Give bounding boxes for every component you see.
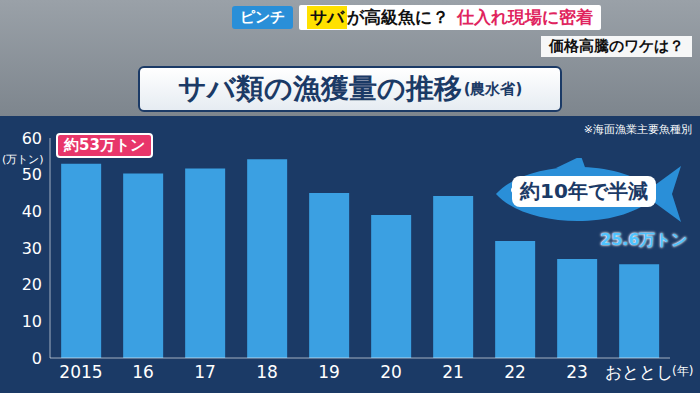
html-text:サバ類の漁獲量の推移(農水省): サバ類の漁獲量の推移(農水省) (177, 72, 523, 105)
svg-text:19: 19 (318, 362, 340, 382)
html-text:ピンチ: ピンチ (240, 7, 285, 26)
html-text:仕入れ現場に密着: 仕入れ現場に密着 (457, 6, 593, 27)
svg-text:30: 30 (22, 239, 42, 258)
html-text:サバ が高級魚に？: サバ が高級魚に？ (310, 6, 449, 27)
svg-text:20: 20 (380, 362, 402, 382)
html-text:(年): (年) (672, 364, 694, 378)
svg-text:40: 40 (22, 202, 42, 221)
svg-text:10: 10 (22, 312, 42, 331)
svg-text:50: 50 (22, 165, 42, 184)
svg-text:21: 21 (442, 362, 464, 382)
html-text:約10年で半減: 約10年で半減 (520, 179, 648, 203)
html-text:約53万トン: 約53万トン (64, 136, 145, 154)
html-text:価格高騰のワケは？: 価格高騰のワケは？ (549, 37, 684, 55)
svg-text:20: 20 (22, 275, 42, 294)
svg-text:16: 16 (132, 362, 154, 382)
svg-text:23: 23 (566, 362, 588, 382)
svg-text:60: 60 (22, 129, 42, 148)
svg-text:おととし: おととし (605, 362, 673, 382)
html-text:(万トン): (万トン) (2, 153, 44, 166)
svg-text:0: 0 (32, 349, 42, 368)
svg-text:17: 17 (194, 362, 216, 382)
svg-text:22: 22 (504, 362, 526, 382)
svg-text:18: 18 (256, 362, 278, 382)
html-text:※海面漁業主要魚種別: ※海面漁業主要魚種別 (583, 123, 692, 136)
html-text:25.6万トン: 25.6万トン (600, 230, 688, 249)
svg-text:2015: 2015 (59, 362, 102, 382)
